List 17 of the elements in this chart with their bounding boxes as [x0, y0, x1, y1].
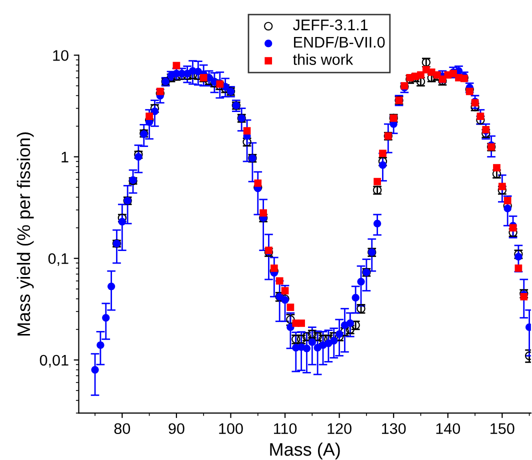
y-tick-label: 0,01	[40, 354, 68, 368]
legend-label: this work	[293, 54, 354, 65]
x-tick-label: 110	[274, 423, 297, 434]
y-tick-label: 10	[53, 50, 68, 61]
x-tick-label: 130	[382, 423, 406, 434]
x-tick-label: 90	[168, 423, 184, 434]
x-axis-title: Mass (A)	[270, 442, 340, 460]
y-tick-label: 1	[62, 152, 68, 162]
legend-label: JEFF-3.1.1	[293, 20, 368, 30]
y-tick-label: 0,1	[48, 253, 68, 266]
x-tick-label: 140	[436, 423, 460, 434]
x-tick-label: 120	[328, 423, 352, 434]
x-tick-label: 150	[490, 423, 514, 434]
y-axis-title: Mass yield (% per fission)	[16, 132, 34, 336]
legend-label: ENDF/B-VII.0	[294, 36, 385, 48]
x-tick-label: 100	[219, 423, 243, 434]
x-tick-label: 80	[114, 423, 130, 434]
